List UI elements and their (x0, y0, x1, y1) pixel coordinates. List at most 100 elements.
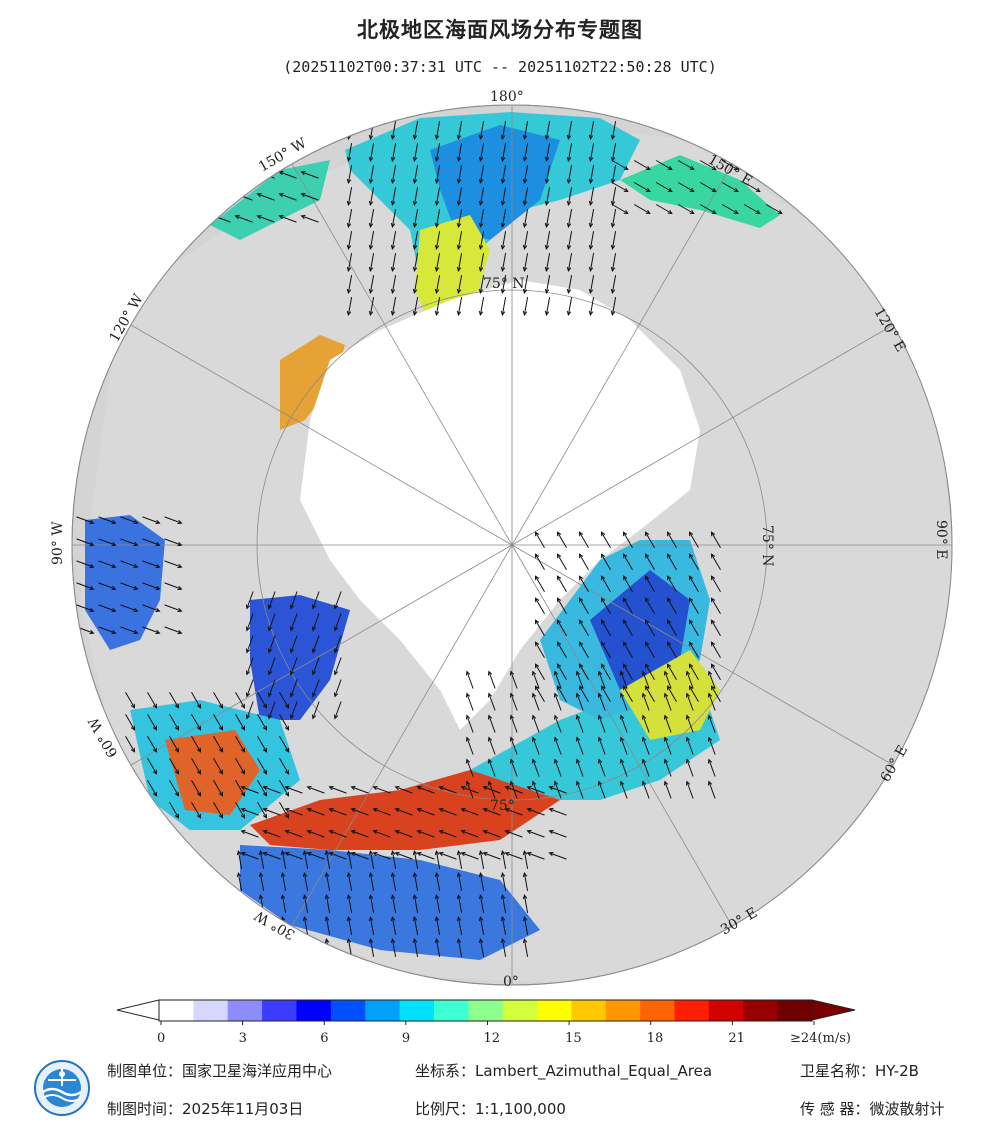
wind-arrow-head (262, 769, 268, 775)
wind-arrow (347, 297, 353, 315)
wind-arrow (633, 160, 651, 170)
wind-arrow (457, 121, 463, 139)
wind-arrow (510, 715, 518, 733)
wind-arrow-head (372, 807, 378, 813)
wind-arrow (435, 231, 441, 249)
wind-arrow (667, 575, 677, 593)
wind-arrow (664, 781, 672, 799)
wind-arrow (369, 187, 375, 205)
wind-arrow-head (777, 187, 783, 193)
wind-arrow (549, 830, 567, 838)
wind-arrow (611, 275, 617, 293)
wind-arrow-head (174, 813, 180, 819)
wind-arrow-head (390, 156, 396, 163)
swath-greenland-sea (250, 760, 560, 850)
wind-arrow-head (111, 563, 117, 569)
wind-arrow (510, 671, 518, 689)
wind-arrow (505, 830, 523, 838)
wind-arrow (579, 663, 589, 681)
wind-arrow (391, 165, 397, 183)
wind-arrow (241, 808, 259, 816)
wind-arrow (435, 209, 441, 227)
wind-arrow (246, 679, 254, 697)
wind-arrow-head (245, 670, 251, 676)
wind-arrow (642, 781, 650, 799)
wind-arrow (601, 641, 611, 659)
wind-arrow (237, 939, 243, 957)
soa-logo (34, 1060, 90, 1116)
wind-arrow (125, 735, 135, 753)
footer-coordinate-system: 坐标系：Lambert_Azimuthal_Equal_Area (415, 1062, 713, 1080)
wind-arrow-head (133, 563, 139, 569)
wind-arrow-head (368, 156, 374, 163)
wind-arrow-head (456, 222, 462, 229)
wind-arrow-head (256, 192, 262, 198)
colorbar-cell (708, 1000, 744, 1021)
wind-arrow-head (500, 244, 506, 251)
wind-arrow (488, 781, 496, 799)
wind-arrow-head (544, 134, 550, 141)
wind-arrow-head (152, 703, 158, 709)
wind-arrow (664, 715, 672, 733)
wind-arrow-head (689, 187, 695, 193)
wind-arrow-head (556, 597, 562, 603)
wind-arrow-head (500, 200, 506, 207)
wind-arrow-head (284, 807, 290, 813)
wind-arrow (664, 759, 672, 777)
wind-arrow (535, 663, 545, 681)
wind-arrow-head (368, 849, 374, 856)
swath-alaska-coast (280, 335, 345, 430)
wind-arrow-head (666, 575, 672, 581)
wind-arrow (457, 231, 463, 249)
swath-hudson-bay (85, 515, 165, 650)
wind-arrow (501, 253, 507, 271)
wind-arrow-head (553, 780, 559, 786)
wind-arrow (642, 671, 650, 689)
wind-arrow-head (306, 851, 312, 857)
wind-arrow-head (412, 178, 418, 185)
wind-arrow-head (133, 519, 139, 525)
wind-arrow (655, 182, 673, 192)
wind-arrow (708, 781, 716, 799)
wind-arrow (645, 619, 655, 637)
wind-arrow-head (688, 641, 694, 647)
wind-arrow (290, 591, 298, 609)
wind-arrow (501, 187, 507, 205)
wind-arrow (686, 715, 694, 733)
swath-baffin (250, 595, 350, 720)
wind-arrow (334, 657, 342, 675)
wind-arrow (549, 852, 567, 860)
wind-arrow (413, 873, 419, 891)
wind-arrow-head (663, 714, 669, 720)
wind-arrow (642, 715, 650, 733)
wind-arrow (191, 779, 201, 797)
wind-arrow-head (482, 785, 488, 791)
wind-arrow-head (556, 531, 562, 537)
wind-arrow-head (346, 871, 352, 878)
wind-arrow (147, 779, 157, 797)
colorbar-cell (433, 1000, 469, 1021)
wind-arrow-head (460, 851, 466, 857)
wind-arrow-head (534, 575, 540, 581)
wind-arrow (279, 193, 297, 201)
wind-arrow (765, 160, 783, 170)
wind-arrow (532, 759, 540, 777)
wind-arrow (307, 786, 325, 794)
wind-arrow-head (534, 531, 540, 537)
wind-arrow-head (478, 266, 484, 273)
wind-arrow-head (711, 187, 717, 193)
wind-arrow (711, 685, 721, 703)
wind-arrow-head (278, 214, 284, 220)
wind-arrow (391, 121, 397, 139)
wind-arrow (413, 121, 419, 139)
wind-arrow-head (478, 937, 484, 944)
wind-arrow (351, 786, 369, 794)
wind-arrow (312, 613, 320, 631)
wind-arrow-head (526, 807, 532, 813)
wind-arrow (523, 275, 529, 293)
wind-arrow-head (460, 807, 466, 813)
wind-arrow-head (487, 780, 493, 786)
wind-arrow (279, 713, 289, 731)
wind-arrow (417, 852, 435, 860)
wind-arrow-head (588, 244, 594, 251)
